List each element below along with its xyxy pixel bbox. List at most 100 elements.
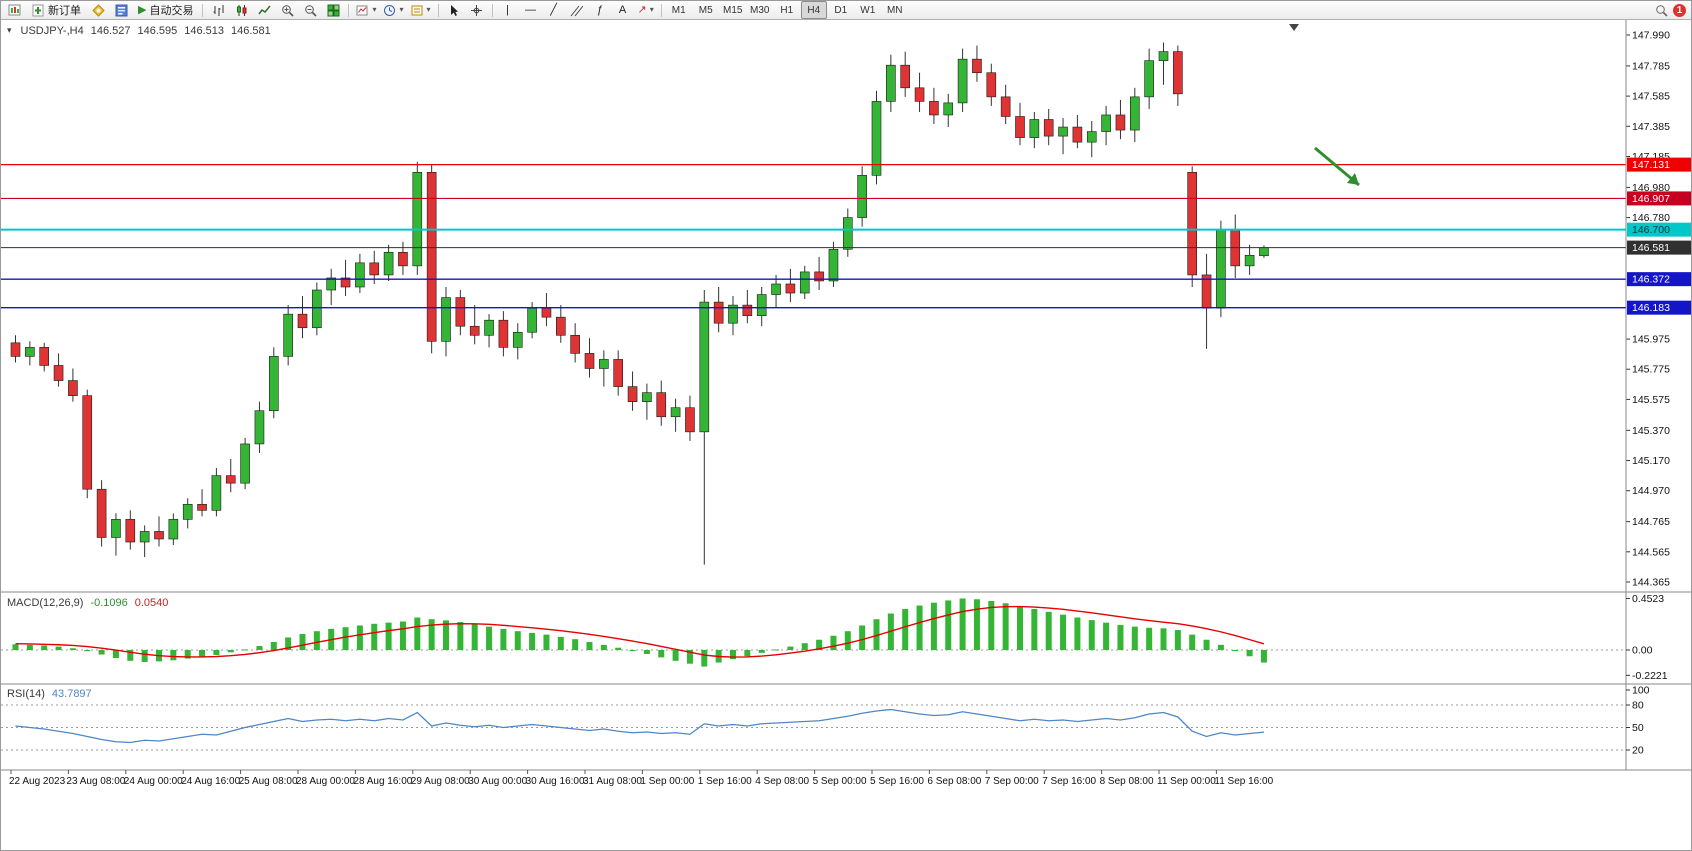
new-chart-button[interactable] [4,1,26,19]
search-icon [1655,4,1668,17]
svg-text:1 Sep 16:00: 1 Sep 16:00 [698,776,752,787]
chart-area: 147.990 147.785 147.585 147.385 147.185 146.9… [1,20,1692,851]
svg-text:28 Aug 00:00: 28 Aug 00:00 [296,776,355,787]
templates-dropdown-button[interactable]: ▾ [408,1,434,19]
timeframe-m5-button[interactable]: M5 [698,4,713,16]
svg-text:147.385: 147.385 [1632,121,1670,133]
svg-text:24 Aug 00:00: 24 Aug 00:00 [124,776,183,787]
svg-text:146.700: 146.700 [1632,224,1670,236]
svg-text:11 Sep 16:00: 11 Sep 16:00 [1214,776,1273,787]
indicators-dropdown-button[interactable]: ▾ [353,1,379,19]
candlestick-icon [236,4,247,16]
zoom-out-button[interactable] [299,1,321,19]
svg-text:1 Sep 00:00: 1 Sep 00:00 [640,776,694,787]
svg-text:0.4523: 0.4523 [1632,593,1664,605]
arrow-stamp-icon: ↗ [637,3,647,16]
svg-text:146.980: 146.980 [1632,182,1670,194]
trendline-tool-button[interactable]: ╱ [550,3,557,16]
new-order-icon [32,4,44,16]
notification-badge[interactable]: 1 [1673,3,1686,17]
new-order-button[interactable]: 新订单 [27,1,86,19]
crosshair-tool-button[interactable] [466,1,488,19]
channel-tool-button[interactable] [566,1,588,19]
timeframe-d1-button[interactable]: D1 [834,4,848,16]
svg-text:80: 80 [1632,700,1644,712]
svg-text:20: 20 [1632,745,1644,757]
metaeditor-button[interactable] [87,1,109,19]
dropdown-caret-icon: ▾ [399,5,404,14]
zoom-in-button[interactable] [276,1,298,19]
crosshair-icon [471,4,483,16]
bar-chart-mode-button[interactable] [207,1,229,19]
timeframe-h4-button[interactable]: H4 [800,1,827,19]
svg-text:0.00: 0.00 [1632,645,1653,657]
svg-text:144.365: 144.365 [1632,577,1670,589]
svg-text:144.970: 144.970 [1632,485,1670,497]
dropdown-caret-icon: ▾ [649,5,654,14]
svg-text:5 Sep 00:00: 5 Sep 00:00 [813,776,867,787]
toolbar-separator [348,3,350,17]
zoom-in-icon [282,4,294,17]
svg-text:23 Aug 08:00: 23 Aug 08:00 [66,776,125,787]
autotrading-label: 自动交易 [149,5,194,17]
tile-windows-button[interactable] [322,1,344,19]
clock-icon [384,4,396,16]
svg-text:25 Aug 08:00: 25 Aug 08:00 [239,776,298,787]
svg-text:145.575: 145.575 [1632,394,1670,406]
template-icon [411,5,422,15]
chart-canvas[interactable]: 147.990147.785147.585147.385147.185146.9… [1,20,1692,851]
indicators-icon [356,5,368,15]
zoom-out-icon [305,4,317,17]
svg-text:8 Sep 08:00: 8 Sep 08:00 [1100,776,1154,787]
svg-text:146.907: 146.907 [1632,193,1670,205]
toolbar-separator [202,3,204,17]
svg-text:28 Aug 16:00: 28 Aug 16:00 [353,776,412,787]
svg-text:30 Aug 16:00: 30 Aug 16:00 [526,776,585,787]
timeframe-m15-button[interactable]: M15 [723,4,743,16]
search-button[interactable] [1650,1,1672,19]
svg-text:5 Sep 16:00: 5 Sep 16:00 [870,776,924,787]
vertical-line-tool-button[interactable]: | [506,3,509,16]
svg-text:145.775: 145.775 [1632,364,1670,376]
svg-text:147.585: 147.585 [1632,91,1670,103]
svg-text:146.581: 146.581 [1632,242,1670,254]
horizontal-line-tool-button[interactable]: ― [525,3,537,16]
toolbar-separator [437,3,439,17]
autotrading-play-icon: ▶ [138,3,147,16]
svg-text:29 Aug 08:00: 29 Aug 08:00 [411,776,470,787]
metaeditor-icon [91,3,105,17]
market-watch-button[interactable] [110,1,132,19]
svg-text:146.780: 146.780 [1632,212,1670,224]
main-toolbar: 新订单 ▶ 自动交易 ▾ ▾ ▾ | ― ╱ ƒ A ↗ ▾ M1 M5 M15 M… [1,1,1691,20]
timeframe-mn-button[interactable]: MN [886,4,903,16]
cursor-arrow-icon [450,4,458,16]
candlestick-mode-button[interactable] [230,1,252,19]
svg-text:24 Aug 16:00: 24 Aug 16:00 [181,776,240,787]
svg-text:146.372: 146.372 [1632,274,1670,286]
svg-text:31 Aug 08:00: 31 Aug 08:00 [583,776,642,787]
line-chart-mode-button[interactable] [253,1,275,19]
svg-text:147.990: 147.990 [1632,30,1670,42]
svg-text:4 Sep 08:00: 4 Sep 08:00 [755,776,809,787]
line-chart-icon [258,5,271,14]
autotrading-button[interactable]: ▶ 自动交易 [133,1,198,19]
svg-text:-0.2221: -0.2221 [1632,670,1668,682]
timeframe-m30-button[interactable]: M30 [750,4,770,16]
tile-windows-icon [327,4,340,16]
market-watch-icon [115,4,127,16]
cursor-tool-button[interactable] [443,1,465,19]
toolbar-separator [491,3,493,17]
svg-text:144.765: 144.765 [1632,516,1670,528]
svg-text:30 Aug 00:00: 30 Aug 00:00 [468,776,527,787]
svg-text:50: 50 [1632,722,1644,734]
text-tool-button[interactable]: A [618,3,627,16]
timeframe-h1-button[interactable]: H1 [780,4,794,16]
dropdown-caret-icon: ▾ [372,5,377,14]
periods-dropdown-button[interactable]: ▾ [380,1,406,19]
timeframe-m1-button[interactable]: M1 [671,4,686,16]
svg-text:145.975: 145.975 [1632,334,1670,346]
timeframe-w1-button[interactable]: W1 [860,4,876,16]
fibonacci-tool-button[interactable]: ƒ [596,3,603,16]
arrows-tool-button[interactable]: ↗ ▾ [635,1,657,19]
